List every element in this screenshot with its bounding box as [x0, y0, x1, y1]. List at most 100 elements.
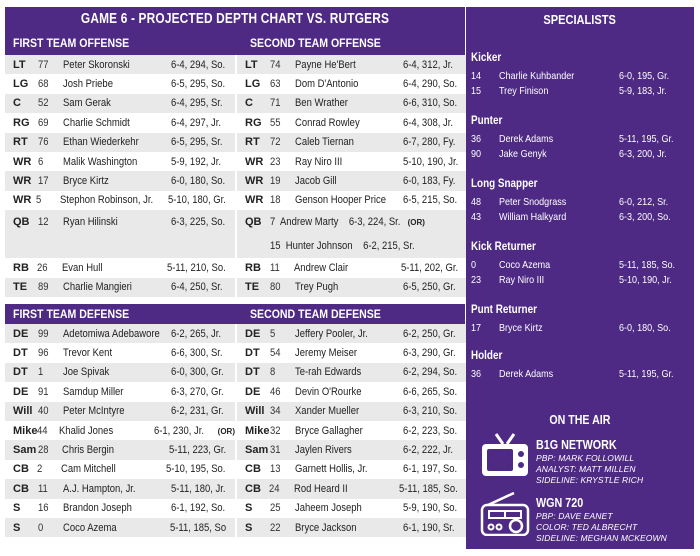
player-name: Derek Adams — [499, 367, 554, 380]
player-info: 6-0, 180, So. — [171, 175, 226, 188]
player-name: Jacob Gill — [295, 175, 337, 188]
broadcaster-line: Color: Ted Albrecht — [536, 522, 638, 532]
player-name: Chris Bergin — [62, 444, 115, 457]
player-name: Samdup Miller — [63, 385, 124, 398]
specialist-group: Long Snapper 48 Peter Snodgrass 6-0, 212… — [471, 178, 691, 224]
table-row: C 52 Sam Gerak 6-4, 295, Sr. — [5, 93, 235, 114]
title-bar: GAME 6 - PROJECTED DEPTH CHART VS. RUTGE… — [5, 7, 465, 55]
player-name: Trey Finison — [499, 84, 549, 97]
jersey-number: 23 — [269, 155, 281, 168]
player-info: 5-11, 210, So. — [166, 261, 226, 274]
table-row: Mike 44 Khalid Jones 6-1, 230, Jr. (OR) — [5, 421, 235, 440]
table-row: Will 40 Peter McIntyre 6-2, 231, Gr. — [5, 401, 235, 421]
position: DT — [245, 366, 260, 379]
position: WR — [13, 194, 32, 207]
player-name: Bryce Kirtz — [499, 321, 543, 334]
jersey-number: 1 — [38, 366, 44, 379]
player-info: 6-0, 195, Gr. — [619, 69, 670, 82]
specialist-group: Holder 36 Derek Adams 5-11, 195, Gr. — [471, 350, 691, 381]
table-row: CB 11 A.J. Hampton, Jr. 5-11, 180, Jr. — [5, 479, 235, 499]
player-name: Sam Gerak — [63, 97, 111, 110]
position: S — [245, 502, 253, 515]
player-name: Trevor Kent — [63, 347, 113, 360]
jersey-number: 89 — [38, 281, 49, 294]
table-row: S 0 Coco Azema 5-11, 185, So — [5, 517, 235, 538]
table-row: DE 46 Devin O'Rourke 6-6, 265, So. — [237, 382, 467, 401]
radio-icon — [480, 491, 530, 536]
player-info: 6-4, 312, Jr. — [403, 58, 453, 71]
position: C — [245, 97, 253, 110]
qb-or-block: QB 7 Andrew Marty 6-3, 224, Sr. (OR) 15 … — [237, 210, 467, 259]
specialist-row: 90 Jake Genyk 6-3, 200, Jr. — [471, 146, 691, 161]
jersey-number: 68 — [38, 78, 49, 91]
player-name: Coco Azema — [499, 258, 551, 271]
table-row: TE 80 Trey Pugh 6-5, 250, Gr. — [237, 277, 467, 297]
player-info: 6-1, 192, So. — [171, 502, 226, 515]
position: Sam — [13, 444, 37, 457]
position: WR — [13, 155, 32, 168]
second-team-offense-table: LT 74 Payne He'Bert 6-4, 312, Jr. LG 63 … — [237, 55, 467, 297]
table-row: LG 63 Dom D'Antonio 6-4, 290, So. — [237, 74, 467, 93]
player-name: Ethan Wiederkehr — [63, 136, 139, 149]
jersey-number: 25 — [270, 502, 281, 515]
player-name: Dom D'Antonio — [295, 78, 359, 91]
player-info: 6-5, 295, Sr. — [171, 136, 223, 149]
specialist-role: Kicker — [471, 52, 502, 64]
table-row: DE 91 Samdup Miller 6-3, 270, Gr. — [5, 382, 235, 401]
broadcaster-line: Analyst: Matt Millen — [536, 464, 636, 474]
jersey-number: 91 — [38, 385, 49, 398]
player-name: Bryce Jackson — [295, 521, 357, 534]
player-name: Caleb Tiernan — [295, 136, 354, 149]
or-marker: (OR) — [217, 426, 235, 436]
table-row: WR 5 Stephon Robinson, Jr. 5-10, 180, Gr… — [5, 191, 235, 210]
table-row: DE 99 Adetomiwa Adebawore 6-2, 265, Jr. — [5, 324, 235, 344]
table-row: Sam 31 Jaylen Rivers 6-2, 222, Jr. — [237, 440, 467, 460]
jersey-number: 11 — [269, 261, 280, 274]
position: QB — [245, 216, 262, 229]
table-row: WR 6 Malik Washington 5-9, 192, Jr. — [5, 152, 235, 171]
player-info: 6-6, 310, So. — [403, 97, 458, 110]
jersey-number: 13 — [270, 463, 281, 476]
specialist-row: 0 Coco Azema 5-11, 185, So. — [471, 257, 691, 272]
jersey-number: 99 — [38, 327, 49, 340]
specialist-row: 36 Derek Adams 5-11, 195, Gr. — [471, 131, 691, 146]
position: DE — [13, 385, 29, 398]
player-info: 6-3, 200, So. — [619, 210, 671, 223]
jersey-number: 12 — [38, 216, 49, 229]
player-info: 6-0, 183, Fy. — [403, 175, 456, 188]
position: Will — [245, 405, 265, 418]
jersey-number: 34 — [270, 405, 281, 418]
specialist-group: Punt Returner 17 Bryce Kirtz 6-0, 180, S… — [471, 304, 691, 335]
player-info: 6-2, 265, Jr. — [171, 327, 221, 340]
specialist-role: Holder — [471, 350, 503, 362]
specialist-row: 23 Ray Niro III 5-10, 190, Jr. — [471, 272, 691, 287]
player-name: Peter Snodgrass — [499, 195, 567, 208]
position: CB — [245, 463, 261, 476]
jersey-number: 71 — [270, 97, 281, 110]
player-name: Xander Mueller — [295, 405, 360, 418]
player-name: Jeremy Meiser — [295, 347, 358, 360]
depth-chart: GAME 6 - PROJECTED DEPTH CHART VS. RUTGE… — [5, 7, 467, 297]
player-name: Garnett Hollis, Jr. — [295, 463, 368, 476]
broadcaster-line: PBP: Mark Followill — [536, 453, 635, 463]
first-team-offense-header: FIRST TEAM OFFENSE — [13, 36, 130, 50]
jersey-number: 90 — [471, 147, 482, 160]
table-row: RB 26 Evan Hull 5-11, 210, So. — [5, 258, 235, 277]
player-name: Te-rah Edwards — [295, 366, 362, 379]
table-row: C 71 Ben Wrather 6-6, 310, So. — [237, 93, 467, 114]
player-name: Evan Hull — [61, 261, 103, 274]
table-row: S 25 Jaheem Joseph 5-9, 190, So. — [237, 499, 467, 518]
first-team-defense-header: FIRST TEAM DEFENSE — [13, 307, 130, 321]
player-info: 5-11, 185, So — [169, 521, 226, 534]
jersey-number: 19 — [270, 175, 281, 188]
specialist-role: Kick Returner — [471, 241, 536, 253]
player-info: 6-7, 280, Fy. — [403, 136, 456, 149]
jersey-number: 54 — [270, 347, 281, 360]
jersey-number: 14 — [471, 69, 482, 82]
player-info: 6-5, 250, Gr. — [403, 281, 456, 294]
jersey-number: 44 — [37, 424, 49, 437]
player-name: Jake Genyk — [499, 147, 547, 160]
player-info: 6-0, 212, Sr. — [619, 195, 669, 208]
position: CB — [13, 463, 29, 476]
player-name: Brandon Joseph — [63, 502, 132, 515]
